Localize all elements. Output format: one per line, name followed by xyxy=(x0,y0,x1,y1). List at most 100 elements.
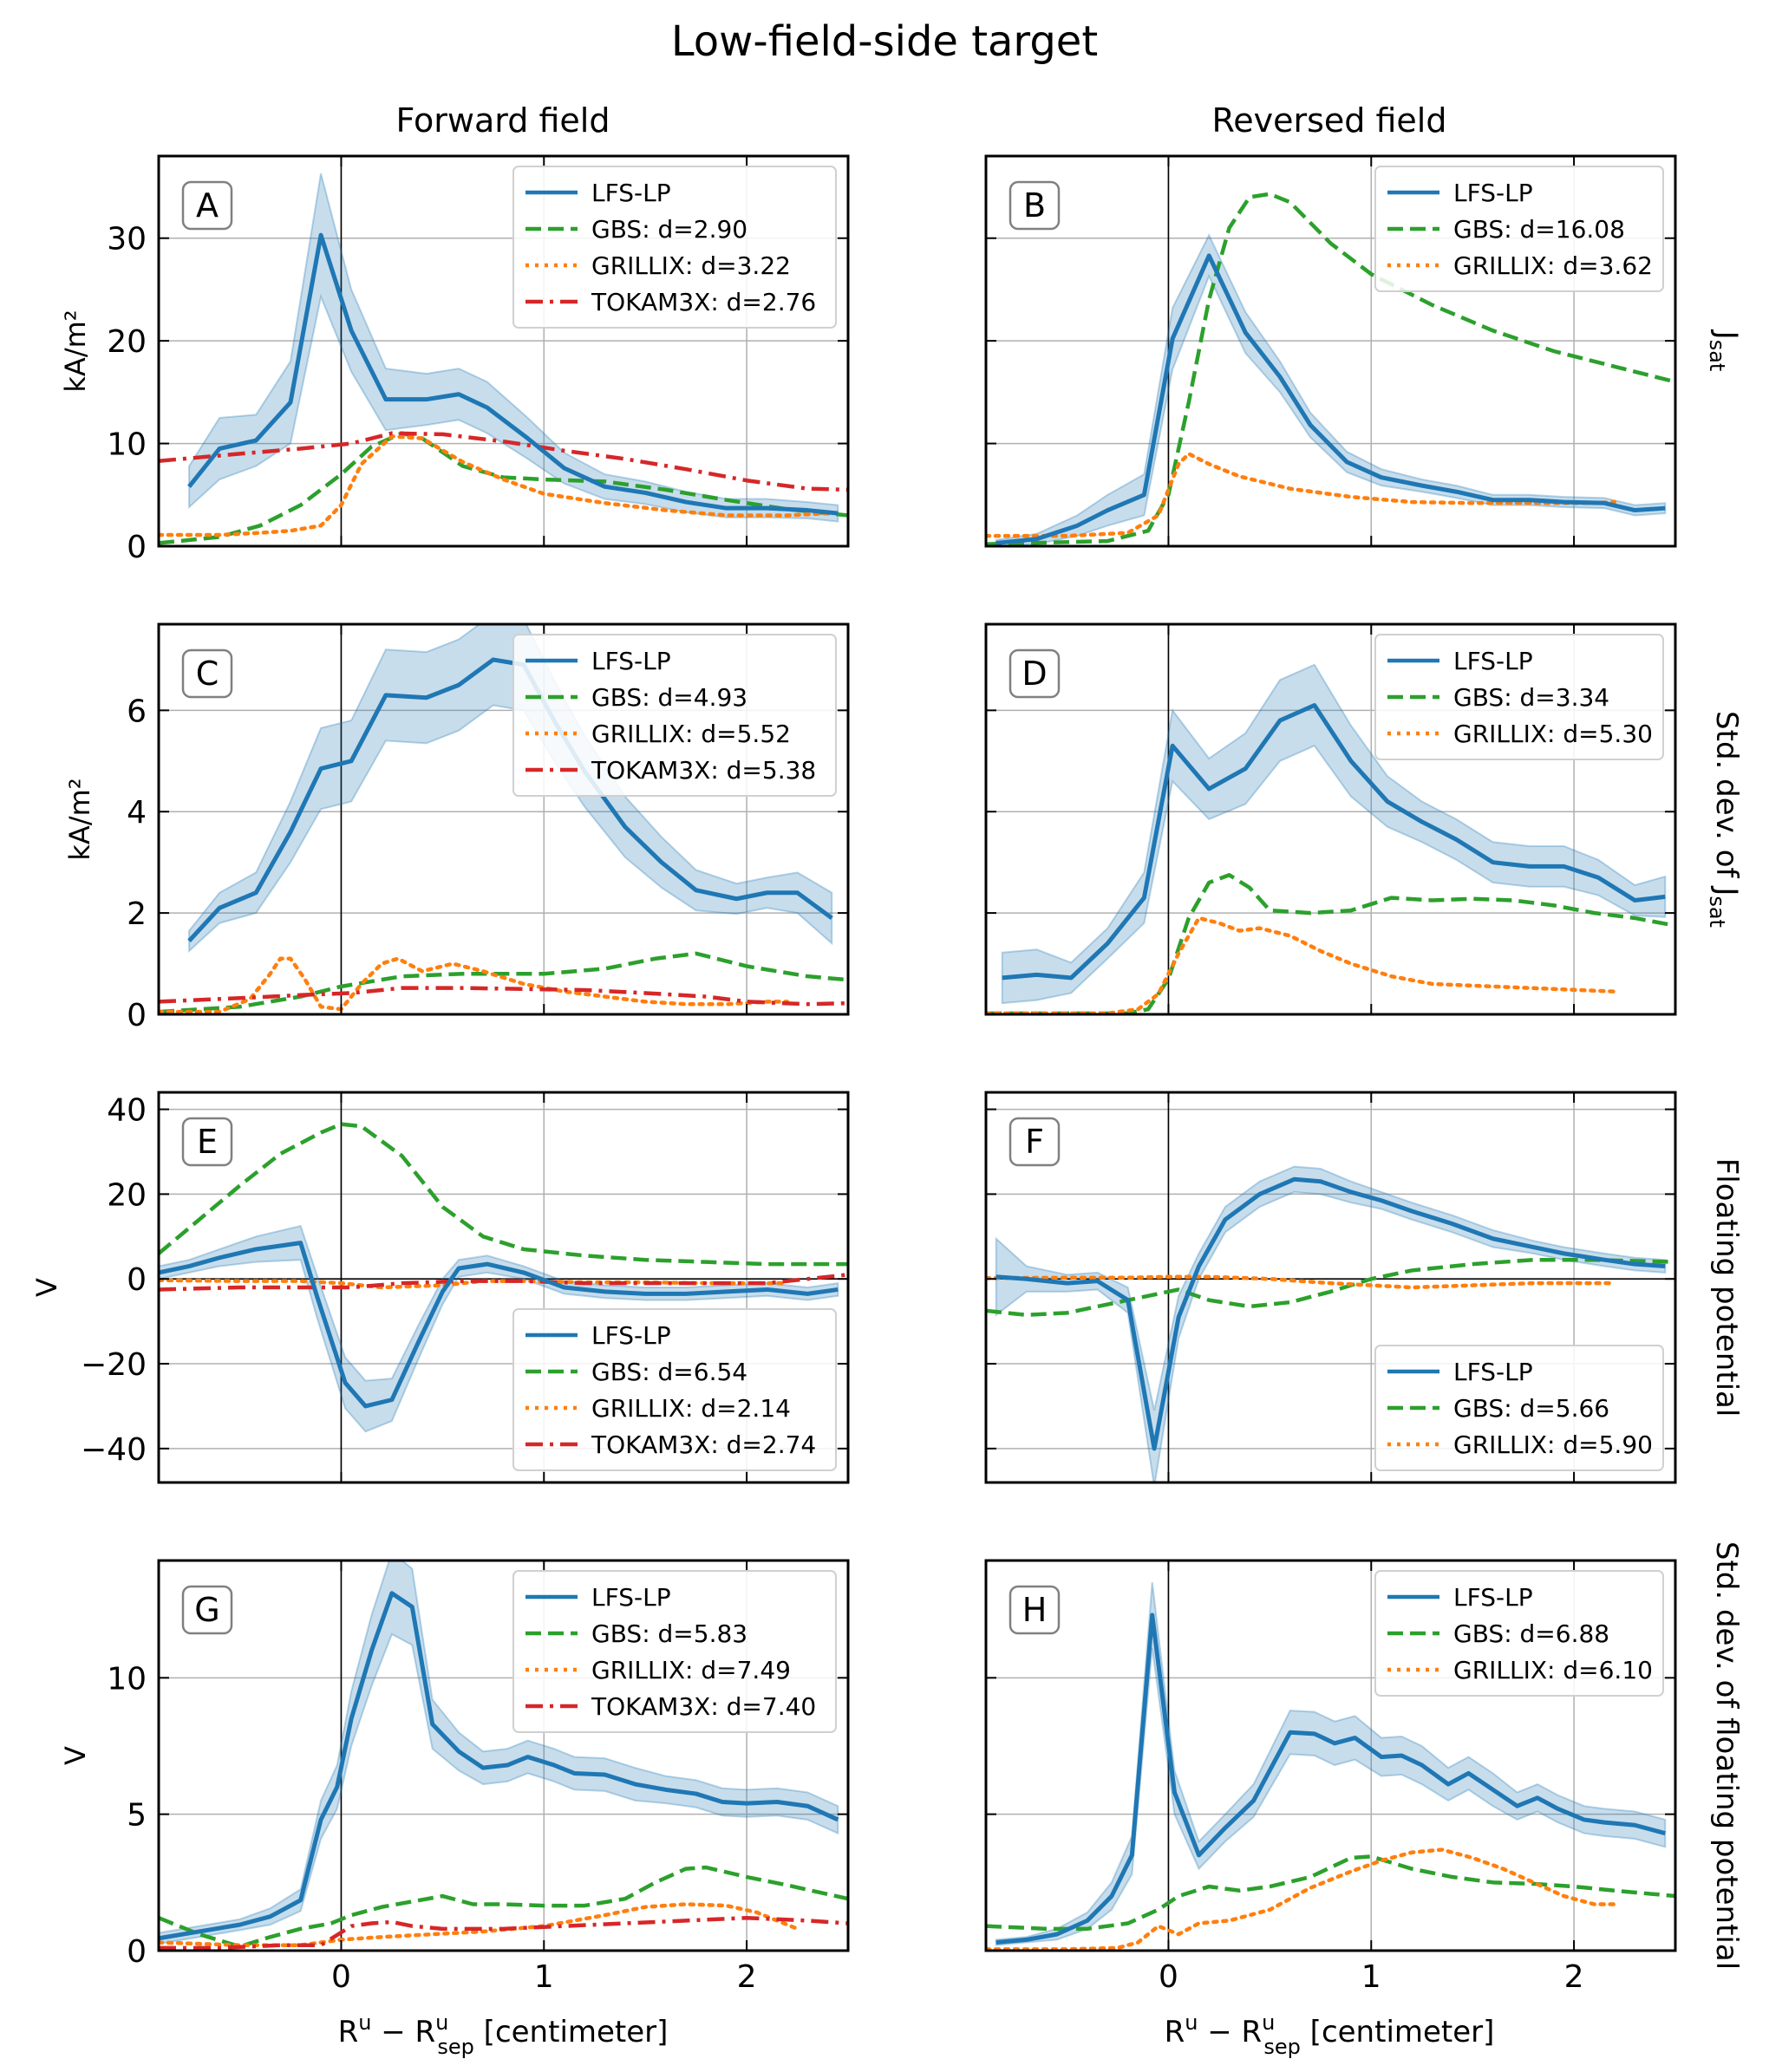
legend-label: GRILLIX: d=7.49 xyxy=(591,1656,791,1684)
figure-title: Low-field-side target xyxy=(671,17,1098,66)
legend-label: GRILLIX: d=2.14 xyxy=(591,1394,791,1423)
legend-label: LFS-LP xyxy=(591,1583,671,1612)
legend-box xyxy=(1374,634,1664,760)
axes-frame xyxy=(157,1091,850,1484)
legend-label: GBS: d=16.08 xyxy=(1453,215,1625,244)
x-tick-label: 0 xyxy=(1159,1959,1178,1995)
plot-area xyxy=(159,1561,848,1951)
legend-label: LFS-LP xyxy=(591,647,671,675)
legend-label: GBS: d=3.34 xyxy=(1453,683,1609,712)
legend: LFS-LP GBS: d=5.66 GRILLIX: d=5.90 xyxy=(1374,1345,1664,1471)
y-tick-label: 10 xyxy=(107,1661,147,1697)
y-tick-label: 20 xyxy=(107,324,147,360)
legend-label: LFS-LP xyxy=(591,179,671,207)
panel-tag: D xyxy=(1022,655,1047,693)
row-label-std-floating: Std. dev. of floating potential xyxy=(1709,1541,1744,1970)
axes-frame xyxy=(157,1559,850,1952)
panel-g: 0 1 2 0 5 10 V G LFS-LP GBS: d=5.83 GRILLIX: d=7.4… xyxy=(59,1559,850,1995)
legend-box xyxy=(512,1308,837,1471)
panel-tag-box xyxy=(1009,1117,1061,1167)
panel-tag: H xyxy=(1022,1591,1048,1629)
panel-tag-box xyxy=(181,1585,233,1635)
series-lfs-lp-line xyxy=(1002,703,1666,981)
lfs-lp-uncertainty-band xyxy=(995,1582,1667,1946)
series-grillix-line xyxy=(159,434,830,538)
legend-label: GRILLIX: d=3.22 xyxy=(591,251,791,280)
panel-tag: F xyxy=(1025,1123,1044,1161)
y-tick-label: 6 xyxy=(127,694,147,729)
series-tokam3x-line xyxy=(159,1273,848,1292)
axes-frame xyxy=(984,622,1677,1016)
legend-box xyxy=(512,1570,837,1733)
series-lfs-lp-line xyxy=(187,657,833,942)
axes-frame xyxy=(157,154,850,548)
legend-label: GBS: d=4.93 xyxy=(591,683,747,712)
legend: LFS-LP GBS: d=16.08 GRILLIX: d=3.62 xyxy=(1374,166,1664,292)
y-axis-label: kA/m² xyxy=(59,309,92,392)
legend-label: TOKAM3X: d=5.38 xyxy=(591,756,816,785)
axes-frame xyxy=(984,1559,1677,1952)
legend-label: GRILLIX: d=5.52 xyxy=(591,720,791,748)
x-axis-label-reversed: Ru − Ru sep [centimeter] xyxy=(1165,2010,1495,2059)
series-gbs-line xyxy=(159,1865,848,1949)
legend-label: TOKAM3X: d=2.74 xyxy=(591,1430,816,1459)
axes-frame xyxy=(984,1091,1677,1484)
legend: LFS-LP GBS: d=4.93 GRILLIX: d=5.52 TOKAM3X:… xyxy=(512,634,837,797)
legend-label: LFS-LP xyxy=(1453,179,1533,207)
x-tick-label: 1 xyxy=(1361,1959,1381,1995)
series-grillix-line xyxy=(986,1847,1617,1951)
legend: LFS-LP GBS: d=3.34 GRILLIX: d=5.30 xyxy=(1374,634,1664,760)
legend-label: LFS-LP xyxy=(591,1321,671,1350)
legend-label: LFS-LP xyxy=(1453,1583,1533,1612)
y-tick-label: 0 xyxy=(127,998,147,1033)
panel-tag-box xyxy=(1009,180,1061,231)
row-label-std-jsat: Std. dev. of Jsat xyxy=(1705,711,1744,928)
row-label-jsat: Jsat xyxy=(1705,329,1744,372)
plot-area xyxy=(986,1165,1675,1482)
plot-area xyxy=(159,1122,848,1433)
series-gbs-line xyxy=(986,1854,1675,1932)
plot-area xyxy=(986,1582,1675,1951)
panel-a: 0 10 20 30 kA/m² A LFS-LP GBS: d=2.90 GRILLIX: d… xyxy=(59,154,850,565)
series-lfs-lp-line xyxy=(159,1591,839,1941)
legend-box xyxy=(512,634,837,797)
y-tick-label: 4 xyxy=(127,795,147,831)
series-lfs-lp-line xyxy=(159,1241,839,1409)
legend-label: TOKAM3X: d=2.76 xyxy=(591,288,816,316)
x-axis-label-right: Ru − Ru sep [centimeter] xyxy=(1165,2010,1495,2059)
lfs-lp-uncertainty-band xyxy=(188,173,839,523)
y-axis-label: kA/m² xyxy=(63,778,96,860)
legend-box xyxy=(1374,1345,1664,1471)
panel-tag-box xyxy=(181,648,233,699)
legend: LFS-LP GBS: d=6.88 GRILLIX: d=6.10 xyxy=(1374,1570,1664,1697)
y-tick-label: 30 xyxy=(107,222,147,257)
y-tick-label: −40 xyxy=(81,1432,147,1468)
x-axis-label-left: Ru − Ru sep [centimeter] xyxy=(338,2010,669,2059)
legend-label: GRILLIX: d=5.30 xyxy=(1453,720,1653,748)
panel-tag: E xyxy=(197,1123,218,1161)
y-tick-label: 40 xyxy=(107,1093,147,1129)
series-tokam3x-line xyxy=(159,1915,848,1951)
legend-label: GBS: d=6.54 xyxy=(591,1358,747,1386)
series-lfs-lp-line xyxy=(187,232,839,516)
panel-d: D LFS-LP GBS: d=3.34 GRILLIX: d=5.30 xyxy=(984,622,1677,1016)
series-gbs-line xyxy=(159,1122,848,1267)
column-title-reversed: Reversed field xyxy=(1212,101,1447,140)
series-grillix-line xyxy=(159,956,790,1014)
legend-box xyxy=(1374,1570,1664,1697)
legend-label: GRILLIX: d=5.90 xyxy=(1453,1430,1653,1459)
y-tick-label: 5 xyxy=(127,1798,147,1834)
row-label-std-jsat-main: Std. dev. of Jsat xyxy=(1705,711,1744,928)
series-gbs-line xyxy=(986,1257,1675,1318)
series-gbs-line xyxy=(986,873,1675,1014)
legend-label: GBS: d=2.90 xyxy=(591,215,747,244)
x-tick-label: 1 xyxy=(534,1959,554,1995)
series-lfs-lp-line xyxy=(995,253,1666,545)
y-axis-label: V xyxy=(30,1278,63,1297)
series-tokam3x-line xyxy=(159,431,848,492)
plot-area xyxy=(159,624,848,1014)
series-grillix-line xyxy=(986,1274,1617,1290)
axes-frame xyxy=(157,622,850,1016)
y-tick-label: 0 xyxy=(127,530,147,565)
